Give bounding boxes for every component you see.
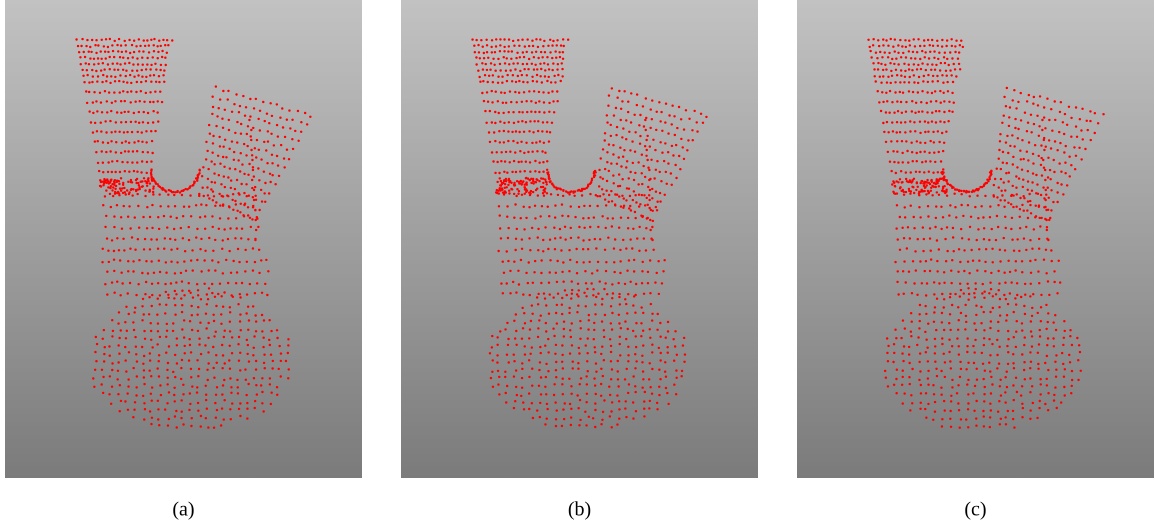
figure: (a) (b) (c) [0, 0, 1155, 526]
panel-caption: (b) [568, 499, 591, 521]
viewport-background [797, 0, 1154, 478]
panel [5, 0, 362, 478]
panel [401, 0, 758, 478]
viewport-background [401, 0, 758, 478]
panel [797, 0, 1154, 478]
panel-caption: (c) [964, 499, 986, 521]
page: (a)(b)(c) (() => { const data = JSON.par… [0, 0, 1155, 526]
panel-caption: (a) [172, 499, 194, 521]
